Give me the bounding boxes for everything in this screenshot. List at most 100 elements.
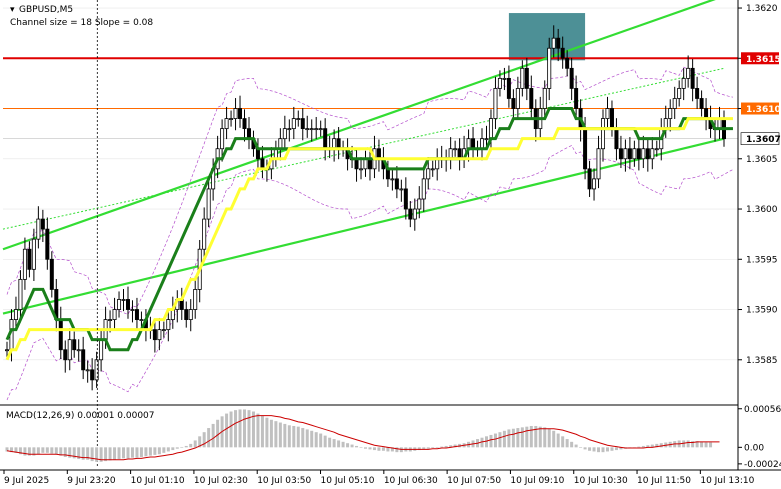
- macd-histogram-bar: [682, 440, 686, 448]
- candle: [76, 339, 81, 362]
- candle-body: [314, 128, 319, 131]
- candle-body: [125, 299, 130, 310]
- candle-body: [238, 108, 243, 119]
- candle: [417, 186, 422, 219]
- candle: [601, 109, 606, 162]
- candle: [605, 96, 610, 130]
- candle-body: [417, 198, 422, 210]
- macd-histogram-bar: [381, 447, 385, 451]
- macd-histogram-bar: [18, 447, 22, 455]
- candle-body: [511, 98, 516, 109]
- candle-body: [520, 67, 525, 89]
- candle-body: [569, 67, 574, 89]
- envelope-line: [6, 66, 734, 315]
- candle-body: [81, 349, 86, 371]
- macd-histogram-bar: [238, 409, 242, 448]
- candle: [309, 119, 314, 142]
- macd-histogram-bar: [310, 430, 314, 448]
- macd-pane: [5, 409, 720, 462]
- candle: [686, 55, 691, 88]
- candle-body: [323, 128, 328, 150]
- candle-body: [390, 178, 395, 181]
- candle: [574, 75, 579, 118]
- macd-histogram-bar: [77, 447, 81, 460]
- macd-histogram-bar: [63, 447, 67, 457]
- macd-histogram-bar: [449, 445, 453, 448]
- candle-body: [488, 118, 493, 140]
- candle: [426, 157, 431, 190]
- macd-histogram-bar: [328, 437, 332, 448]
- macd-histogram-bar: [144, 447, 148, 457]
- candle-body: [453, 148, 458, 151]
- candle-body: [166, 319, 171, 331]
- candle-body: [587, 168, 592, 190]
- macd-histogram-bar: [90, 447, 94, 462]
- candle: [130, 300, 135, 323]
- candle-body: [117, 299, 122, 310]
- price-tick-label: 1.3590: [746, 306, 778, 316]
- candle-body: [40, 218, 45, 230]
- highlight-zone: [508, 13, 586, 61]
- channel-label: Channel size = 18 Slope = 0.08: [10, 18, 153, 28]
- macd-histogram-bar: [552, 430, 556, 448]
- macd-histogram-bar: [377, 447, 381, 451]
- macd-histogram-bar: [489, 434, 493, 448]
- macd-histogram-bar: [72, 447, 76, 459]
- candle-body: [448, 148, 453, 160]
- macd-histogram-bar: [538, 426, 542, 448]
- candle: [569, 57, 574, 101]
- candle: [224, 106, 229, 140]
- candle-body: [309, 128, 314, 131]
- candle-body: [547, 47, 552, 89]
- macd-histogram-bar: [108, 447, 112, 461]
- candle-body: [663, 118, 668, 130]
- candle-body: [22, 248, 27, 280]
- candle-body: [18, 278, 23, 310]
- candle: [188, 299, 193, 332]
- macd-histogram-bar: [700, 441, 704, 448]
- candle: [81, 336, 86, 380]
- candle-body: [421, 178, 426, 200]
- candle: [506, 65, 511, 108]
- candle-body: [121, 299, 126, 301]
- macd-histogram-bar: [157, 447, 161, 455]
- macd-histogram-bar: [113, 447, 117, 460]
- candle: [547, 37, 552, 101]
- candle: [242, 109, 247, 142]
- candle-body: [27, 248, 32, 270]
- symbol-dropdown-icon[interactable]: ▾: [10, 5, 15, 15]
- candle-body: [695, 88, 700, 99]
- candle-body: [529, 88, 534, 109]
- macd-tick-label: -0.00024: [744, 460, 781, 470]
- macd-histogram-bar: [207, 428, 211, 448]
- candle-body: [480, 138, 485, 150]
- candle-body: [242, 118, 247, 130]
- candle: [22, 237, 27, 290]
- macd-histogram-bar: [229, 411, 233, 448]
- macd-histogram-bar: [597, 447, 601, 453]
- time-tick-label: 10 Jul 06:30: [384, 476, 438, 486]
- candle-body: [72, 339, 77, 351]
- time-tick-label: 9 Jul 23:20: [67, 476, 116, 486]
- yellow-moving-average: [5, 117, 733, 361]
- candle-body: [376, 148, 381, 160]
- candle-body: [515, 88, 520, 109]
- candle-body: [31, 238, 36, 270]
- current-price-marker-label: 1.3607: [746, 135, 781, 145]
- candle: [117, 291, 122, 318]
- candle: [636, 138, 641, 171]
- candle-body: [45, 228, 50, 260]
- candle: [596, 135, 601, 189]
- candle-body: [556, 37, 561, 49]
- candle-body: [278, 138, 283, 150]
- macd-histogram-bar: [650, 444, 654, 448]
- macd-histogram-bar: [480, 437, 484, 448]
- channel-line: [2, 0, 716, 251]
- macd-histogram-bar: [36, 447, 40, 455]
- candle: [220, 119, 225, 162]
- candle: [542, 80, 547, 117]
- candle-body: [394, 178, 399, 190]
- candle-body: [672, 98, 677, 109]
- macd-histogram-bar: [301, 428, 305, 448]
